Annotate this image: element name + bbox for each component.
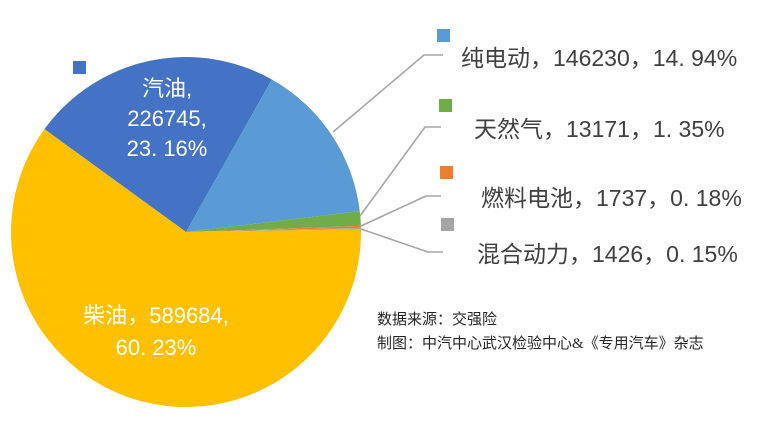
legend-key-natural-gas-icon: [439, 99, 452, 112]
label-gasoline-line2: 226745,: [127, 106, 207, 131]
pie-slice-diesel: [10, 129, 361, 408]
legend-key-hybrid-icon: [441, 218, 454, 231]
pie-slice-hybrid: [186, 227, 361, 232]
label-fuel-cell: 燃料电池，1737，0. 18%: [481, 185, 742, 211]
label-pure-electric: 纯电动，146230，14. 94%: [461, 45, 738, 71]
leader-line-fuel-cell: [360, 195, 441, 227]
leader-line-natural-gas: [359, 126, 441, 217]
footer-notes: 数据来源：交强险 制图：中汽中心武汉检验中心&《专用汽车》杂志: [377, 308, 704, 356]
pie-slice-pure-electric: [186, 79, 360, 232]
label-natural-gas: 天然气，13171，1. 35%: [474, 116, 725, 142]
label-diesel-line2: 60. 23%: [115, 335, 197, 360]
label-hybrid: 混合动力，1426，0. 15%: [477, 241, 738, 267]
leader-line-pure-electric: [332, 54, 443, 133]
source-note: 数据来源：交强险: [377, 312, 498, 328]
credit-note: 制图：中汽中心武汉检验中心&《专用汽车》杂志: [377, 336, 704, 352]
leader-line-hybrid: [360, 228, 443, 253]
label-gasoline: 汽油, 226745, 23. 16%: [87, 74, 247, 164]
pie-slices: [10, 57, 361, 408]
legend-key-gasoline-icon: [73, 61, 86, 74]
legend-key-pure-electric-icon: [437, 29, 450, 42]
pie-slice-fuel-cell: [186, 225, 361, 232]
label-diesel: 柴油，589684, 60. 23%: [56, 300, 256, 364]
label-gasoline-line1: 汽油,: [141, 76, 193, 101]
leader-lines: [332, 54, 443, 253]
pie-slice-gasoline: [44, 57, 272, 233]
legend-key-fuel-cell-icon: [440, 166, 453, 179]
pie-slice-natural-gas: [186, 211, 361, 232]
label-gasoline-line3: 23. 16%: [126, 136, 208, 161]
label-diesel-line1: 柴油，589684,: [83, 303, 229, 328]
